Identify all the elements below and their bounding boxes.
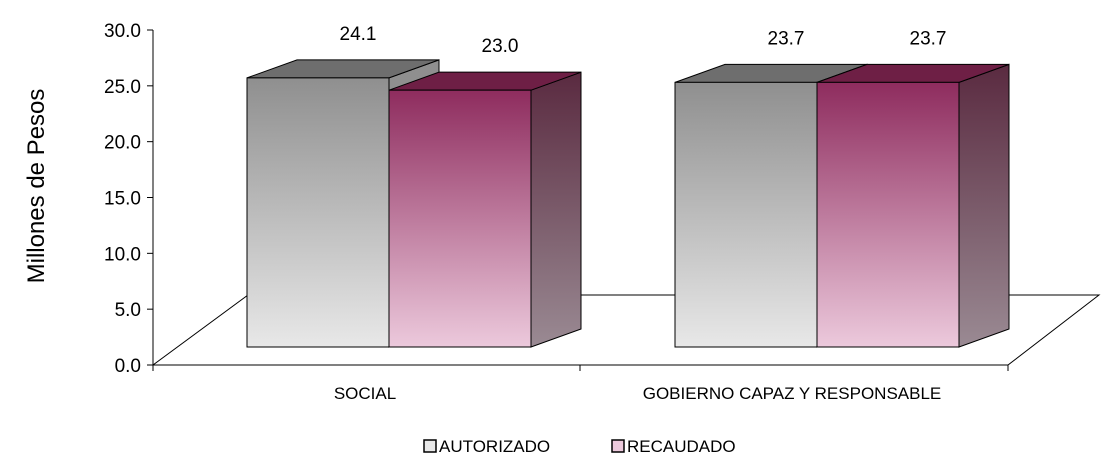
legend-swatch [611,439,625,453]
x-axis: SOCIAL GOBIERNO CAPAZ Y RESPONSABLE [152,364,1009,403]
y-axis: 0.0 5.0 10.0 15.0 20.0 25.0 30.0 [104,21,154,377]
data-label: 23.7 [910,28,947,49]
bar-front [674,81,818,348]
x-tick-label: SOCIAL [334,384,396,403]
bar-side [530,71,582,348]
bar-front [246,77,390,348]
y-tick-label: 30.0 [104,21,141,42]
bars [246,59,1010,348]
bar-front [816,81,960,348]
y-axis-label: Millones de Pesos [23,89,50,284]
y-tick-label: 15.0 [104,189,141,210]
bar-recaudado-1 [816,63,1010,348]
y-tick-label: 0.0 [115,356,141,377]
legend-item-autorizado: AUTORIZADO [423,437,550,456]
legend-item-recaudado: RECAUDADO [611,437,736,456]
legend-swatch [423,439,437,453]
legend: AUTORIZADO RECAUDADO [423,437,736,456]
y-tick-label: 5.0 [115,300,141,321]
data-label: 23.7 [768,28,805,49]
x-tick-label: GOBIERNO CAPAZ Y RESPONSABLE [643,384,942,403]
y-tick-label: 25.0 [104,77,141,98]
data-label: 23.0 [482,36,519,57]
value-labels: 24.1 23.0 23.7 23.7 [340,24,947,57]
legend-label: RECAUDADO [627,437,736,456]
legend-label: AUTORIZADO [439,437,550,456]
bar-recaudado-0 [388,71,582,348]
bar-side [958,63,1010,348]
y-tick-label: 10.0 [104,244,141,265]
data-label: 24.1 [340,24,377,45]
bar-front [388,89,532,348]
y-tick-label: 20.0 [104,133,141,154]
